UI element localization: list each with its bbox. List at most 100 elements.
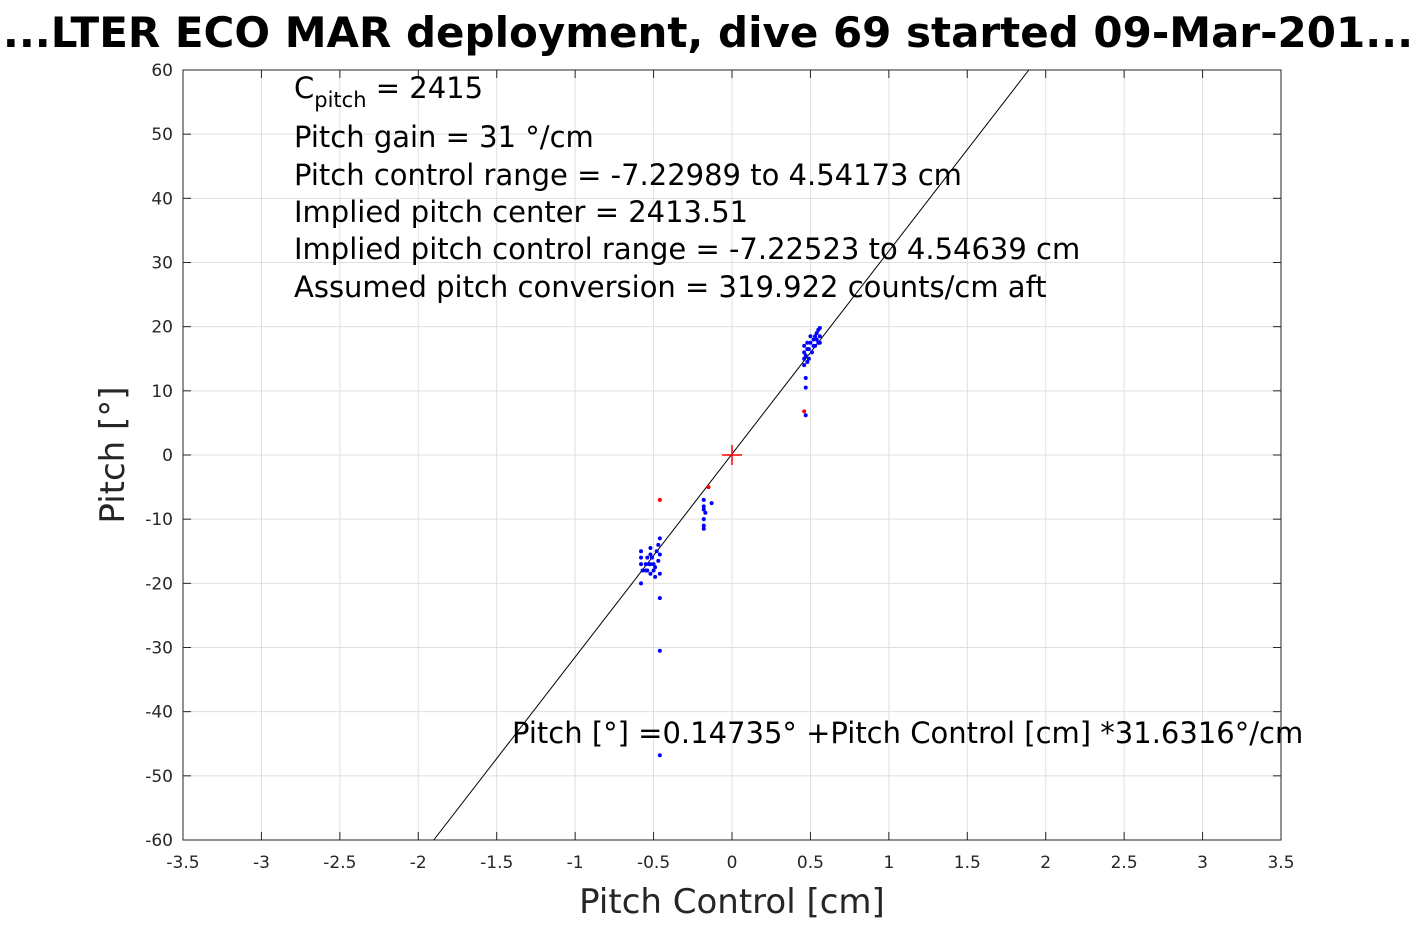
x-tick-label: 0 [727,853,738,873]
data-point [654,549,659,554]
data-point [657,552,662,557]
data-point [709,501,714,506]
y-tick-label: 10 [151,382,173,402]
data-point [817,340,822,345]
grid [182,69,1282,841]
data-point [808,334,813,339]
data-point [813,334,818,339]
pitch-control-range-annotation: Pitch control range = -7.22989 to 4.5417… [294,158,962,192]
data-point [803,413,808,418]
y-axis-ticks: 60 50 40 30 20 10 0 -10 -20 -30 -40 -50 -60 [145,61,1281,851]
x-tick-label: 1.5 [954,853,981,873]
y-axis-label: Pitch [°] [93,386,133,523]
data-point [813,343,818,348]
data-point [657,596,662,601]
data-point [657,536,662,541]
data-point [811,337,816,342]
data-point [805,340,810,345]
data-point [653,574,658,579]
y-tick-label: -50 [145,767,173,787]
center-marker [722,445,742,465]
data-point [648,546,653,551]
data-point [806,347,811,352]
data-point [806,356,811,361]
data-point [701,497,706,502]
data-point [639,555,644,560]
data-point [651,568,656,573]
x-tick-label: -2.5 [323,853,356,873]
cpitch-subscript: pitch [314,88,366,112]
data-point [639,581,644,586]
data-point [817,325,822,330]
x-tick-label: -3 [253,853,270,873]
y-tick-label: 50 [151,125,173,145]
y-tick-label: -20 [145,574,173,594]
cpitch-value: = 2415 [367,71,484,105]
data-point [657,753,662,758]
data-point [703,510,708,515]
y-tick-label: 30 [151,254,173,274]
data-point [645,568,650,573]
y-tick-label: -60 [145,831,173,851]
data-point [817,334,822,339]
data-point [656,542,661,547]
data-point [648,552,653,557]
data-point [802,343,807,348]
data-point [657,571,662,576]
fit-equation-annotation: Pitch [°] =0.14735° +Pitch Control [cm] … [512,716,1303,750]
data-point [639,549,644,554]
data-point [651,562,656,567]
data-point [803,353,808,358]
data-points [639,325,822,758]
x-tick-label: 3 [1197,853,1208,873]
x-tick-label: -1 [567,853,584,873]
data-point [657,497,662,502]
parameter-annotations: Cpitch = 2415 Pitch gain = 31 °/cm Pitch… [294,71,1080,304]
data-point [648,562,653,567]
x-axis-ticks: -3.5 -3 -2.5 -2 -1.5 -1 -0.5 0 0.5 1 1.5 2 2.5 3 3.5 [166,70,1295,873]
data-point [802,363,807,368]
data-point [706,485,711,490]
x-tick-label: 0.5 [797,853,824,873]
data-point [643,562,648,567]
chart-title: ...LTER ECO MAR deployment, dive 69 star… [3,8,1413,57]
data-point [802,409,807,414]
x-tick-label: -3.5 [166,853,199,873]
pitch-gain-annotation: Pitch gain = 31 °/cm [294,120,594,154]
x-axis-label: Pitch Control [cm] [579,882,885,922]
x-tick-label: -2 [410,853,427,873]
y-tick-label: 0 [162,446,173,466]
y-tick-label: 60 [151,61,173,81]
data-point [701,504,706,509]
implied-pitch-control-range-annotation: Implied pitch control range = -7.22523 t… [294,232,1080,266]
data-point [814,331,819,336]
y-tick-label: 20 [151,318,173,338]
data-point [701,507,706,512]
x-tick-label: -0.5 [637,853,670,873]
data-point [701,517,706,522]
y-tick-label: -40 [145,703,173,723]
cpitch-symbol: C [294,71,314,105]
data-point [657,648,662,653]
data-point [802,356,807,361]
x-tick-label: -1.5 [480,853,513,873]
y-tick-label: -30 [145,639,173,659]
data-point [701,526,706,531]
x-tick-label: 1 [883,853,894,873]
data-point [640,568,645,573]
data-point [650,555,655,560]
data-point [701,523,706,528]
data-point [648,571,653,576]
assumed-pitch-conversion-annotation: Assumed pitch conversion = 319.922 count… [294,270,1047,304]
data-point [653,565,658,570]
x-tick-label: 2 [1040,853,1051,873]
data-point [803,385,808,390]
data-point [814,337,819,342]
x-tick-label: 3.5 [1267,853,1294,873]
data-point [803,376,808,380]
x-tick-label: 2.5 [1111,853,1138,873]
cpitch-annotation: Cpitch = 2415 [294,71,483,112]
data-point [809,350,814,355]
data-point [805,359,810,364]
